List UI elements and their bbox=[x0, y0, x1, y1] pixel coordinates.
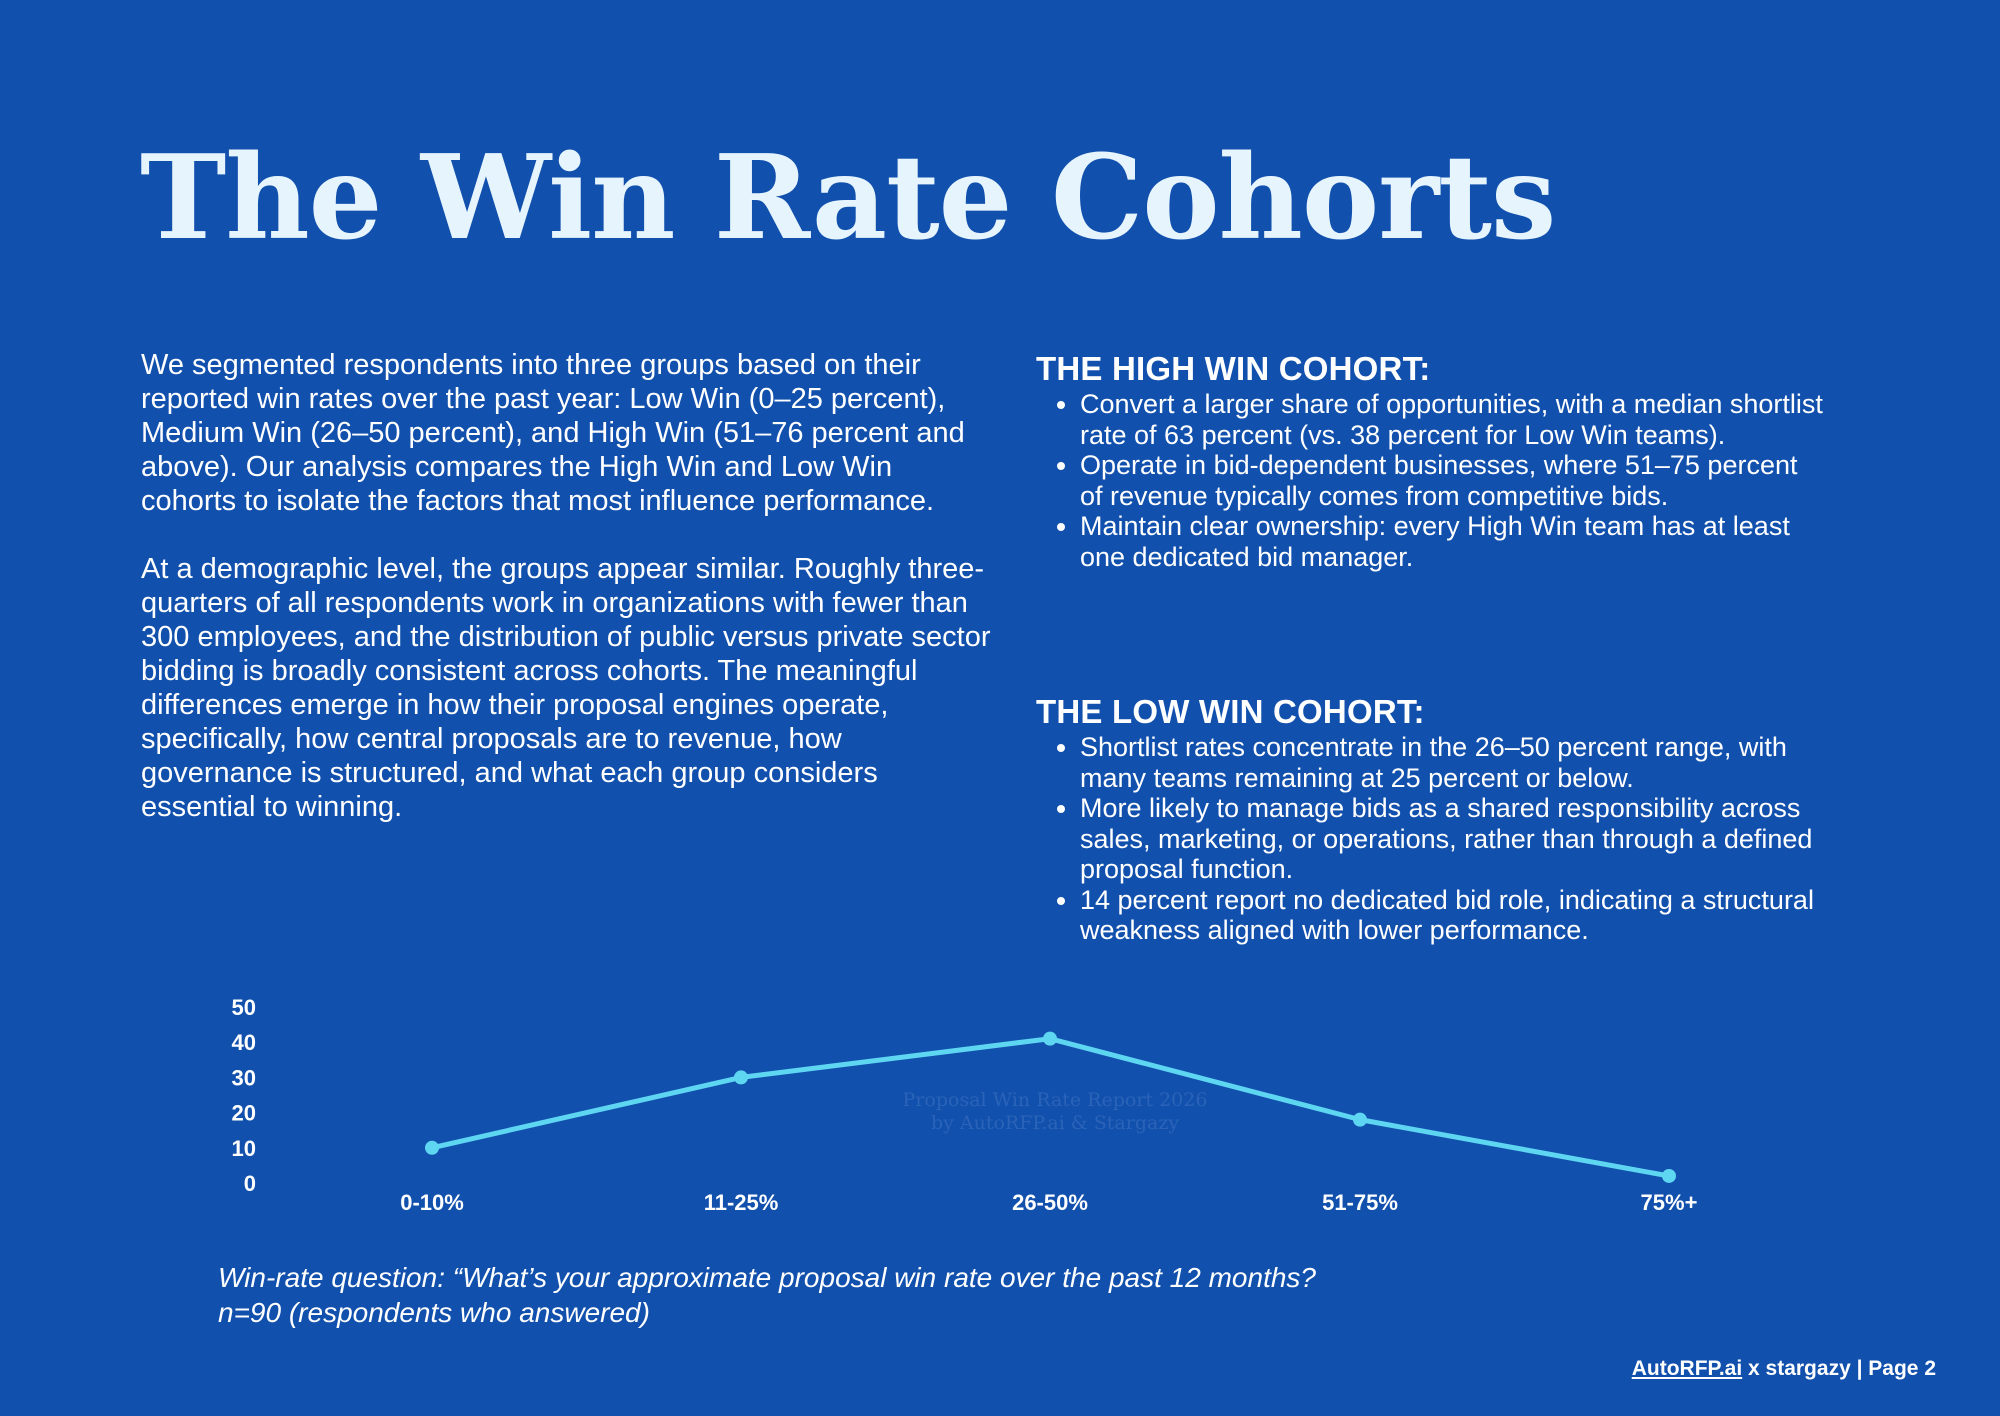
low-cohort-heading: THE LOW WIN COHORT: bbox=[1036, 693, 1425, 730]
data-point bbox=[1353, 1112, 1367, 1127]
y-tick-label: 0 bbox=[244, 1171, 256, 1196]
intro-paragraph: We segmented respondents into three grou… bbox=[141, 349, 965, 517]
low-cohort-bullet: 14 percent report no dedicated bid role,… bbox=[1080, 885, 1826, 946]
watermark-text: by AutoRFP.ai & Stargazy bbox=[931, 1112, 1179, 1134]
y-tick-label: 20 bbox=[232, 1101, 256, 1126]
high-cohort-heading: THE HIGH WIN COHORT: bbox=[1036, 350, 1431, 387]
high-win-cohort: THE HIGH WIN COHORT: Convert a larger sh… bbox=[1036, 349, 1826, 572]
data-point bbox=[425, 1140, 439, 1155]
high-cohort-bullet: Maintain clear ownership: every High Win… bbox=[1080, 511, 1826, 572]
watermark-text: Proposal Win Rate Report 2026 bbox=[903, 1089, 1208, 1111]
footer-brand-link[interactable]: AutoRFP.ai bbox=[1631, 1357, 1743, 1380]
x-tick-label: 11-25% bbox=[704, 1190, 779, 1215]
page-title: The Win Rate Cohorts bbox=[140, 130, 1556, 266]
chart-caption: Win-rate question: “What’s your approxim… bbox=[218, 1262, 1317, 1328]
x-tick-label: 26-50% bbox=[1012, 1190, 1088, 1215]
y-tick-label: 40 bbox=[232, 1030, 256, 1055]
x-tick-label: 75%+ bbox=[1641, 1190, 1698, 1215]
low-cohort-bullet: More likely to manage bids as a shared r… bbox=[1080, 793, 1826, 885]
x-tick-label: 0-10% bbox=[400, 1190, 464, 1215]
y-tick-label: 50 bbox=[232, 995, 256, 1020]
data-point bbox=[1043, 1031, 1057, 1046]
intro-text: We segmented respondents into three grou… bbox=[141, 348, 991, 858]
x-tick-label: 51-75% bbox=[1322, 1190, 1398, 1215]
low-win-cohort: THE LOW WIN COHORT: Shortlist rates conc… bbox=[1036, 692, 1826, 946]
y-tick-label: 30 bbox=[232, 1065, 256, 1090]
win-rate-line-chart: Proposal Win Rate Report 2026 by AutoRFP.… bbox=[0, 980, 2000, 1220]
low-cohort-bullet: Shortlist rates concentrate in the 26–50… bbox=[1080, 732, 1826, 793]
low-cohort-list: Shortlist rates concentrate in the 26–50… bbox=[1036, 732, 1826, 946]
data-point bbox=[1662, 1168, 1676, 1183]
high-cohort-bullet: Convert a larger share of opportunities,… bbox=[1080, 389, 1826, 450]
footer-page-label: x stargazy | Page 2 bbox=[1742, 1357, 1936, 1380]
high-cohort-bullet: Operate in bid-dependent businesses, whe… bbox=[1080, 450, 1826, 511]
high-cohort-list: Convert a larger share of opportunities,… bbox=[1036, 389, 1826, 572]
data-point bbox=[734, 1070, 748, 1085]
y-tick-label: 10 bbox=[232, 1136, 256, 1161]
page-footer: AutoRFP.ai x stargazy | Page 2 bbox=[1632, 1357, 1936, 1381]
intro-paragraph: At a demographic level, the groups appea… bbox=[141, 553, 991, 823]
